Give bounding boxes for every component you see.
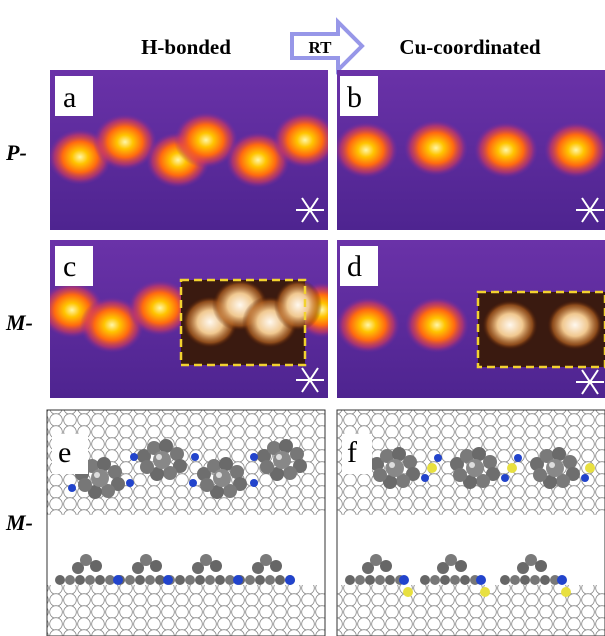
panel-label: e xyxy=(58,436,71,469)
panel-label: a xyxy=(63,81,76,114)
model-image xyxy=(47,410,325,636)
stm-image xyxy=(337,70,605,230)
stm-image xyxy=(50,240,328,398)
column-header: H-bonded xyxy=(141,35,231,59)
panel-label-box xyxy=(340,76,378,116)
panel-label-box xyxy=(55,76,93,116)
panel-label: b xyxy=(347,81,362,114)
panel-label: f xyxy=(347,436,357,469)
panel-label: c xyxy=(63,250,76,283)
arrow xyxy=(290,17,365,75)
stm-image xyxy=(337,240,605,398)
panel-label-box xyxy=(52,434,88,474)
arrow-label: RT xyxy=(308,38,332,57)
panel-label: d xyxy=(347,250,362,283)
column-header: Cu-coordinated xyxy=(399,35,540,59)
panel-label-box xyxy=(55,246,93,286)
row-label: M- xyxy=(5,510,33,535)
row-label: P- xyxy=(5,140,27,165)
panel-label-box xyxy=(340,246,378,286)
stm-image xyxy=(50,70,328,230)
model-image xyxy=(337,410,605,636)
row-label: M- xyxy=(5,310,33,335)
panel-label-box xyxy=(342,434,372,474)
